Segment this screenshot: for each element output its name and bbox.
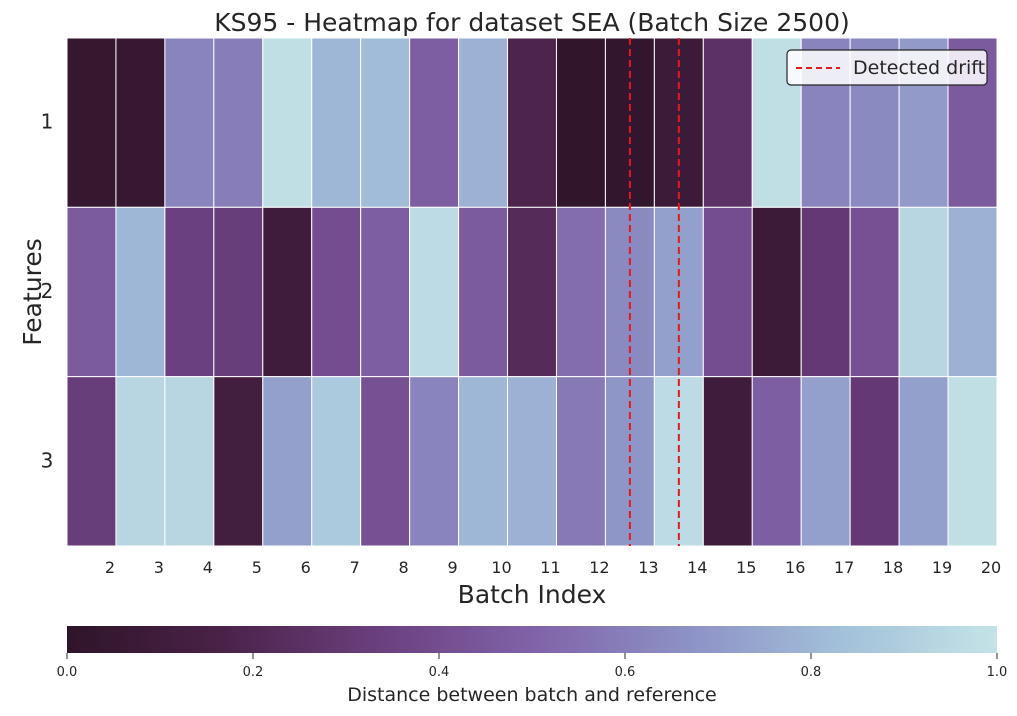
x-tick-label: 15 [736,558,756,577]
x-tick-label: 2 [105,558,115,577]
heatmap-cell [458,206,509,378]
heatmap-cell [409,206,460,378]
x-tick-label: 9 [447,558,457,577]
colorbar [67,626,997,653]
heatmap-cell [262,376,313,547]
x-tick-label: 14 [687,558,707,577]
heatmap-cell [507,376,557,547]
heatmap-cell [115,37,166,208]
heatmap-cell [164,376,215,547]
chart-title: KS95 - Heatmap for dataset SEA (Batch Si… [214,8,850,37]
heatmap-cell [458,37,509,208]
heatmap-cell [311,206,362,378]
heatmap-cell [898,206,949,378]
heatmap-cell [555,376,606,547]
x-tick-label: 20 [981,558,1001,577]
y-tick-label: 1 [41,110,54,134]
heatmap-cell [164,206,215,378]
drift-lines [628,38,680,546]
heatmap-cell [66,376,117,547]
heatmap-cell [311,376,362,547]
legend-box [786,49,988,86]
heatmap-cell [849,206,900,378]
heatmap-cell [213,206,264,378]
colorbar-tick-label: 0.6 [615,665,636,680]
x-axis-label: Batch Index [458,580,607,609]
heatmap-cell [115,206,166,378]
x-tick-labels: 2 3 4 5 6 7 8 9 10 11 12 13 14 15 16 17 18 19 20 [105,558,1001,577]
heatmap-cell [66,206,117,378]
heatmap-cell [800,376,851,547]
y-axis-label: Features [18,238,47,346]
y-tick-label: 2 [41,279,54,303]
x-tick-label: 11 [540,558,560,577]
heatmap-cell [311,37,362,208]
x-tick-label: 7 [350,558,360,577]
x-tick-label: 4 [203,558,213,577]
colorbar-tick-label: 0.8 [801,665,822,680]
colorbar-tick-label: 0.2 [243,665,264,680]
x-tick-label: 10 [491,558,511,577]
heatmap-cell [164,37,215,208]
x-tick-label: 16 [785,558,805,577]
x-tick-label: 13 [638,558,658,577]
legend-label: Detected drift [853,57,985,79]
heatmap-cell [947,376,998,547]
heatmap-cell [751,206,802,378]
x-tick-label: 18 [883,558,903,577]
x-tick-label: 19 [932,558,952,577]
heatmap-cell [555,37,606,208]
heatmap-cell [702,37,753,208]
y-tick-label: 3 [41,448,54,472]
x-tick-label: 5 [252,558,262,577]
colorbar-tick-label: 0.4 [429,665,450,680]
heatmap-cell [947,206,998,378]
colorbar-tick-label: 1.0 [987,665,1008,680]
legend: Detected drift [786,49,988,86]
heatmap-cell [409,376,460,547]
heatmap-cell [409,37,460,208]
heatmap-cell [800,206,851,378]
heatmap-cell [360,206,411,378]
colorbar-label: Distance between batch and reference [347,684,717,706]
heatmap-cell [262,206,313,378]
heatmap-cell [360,37,411,208]
heatmap-cell [115,376,166,547]
y-tick-labels: 1 2 3 [41,110,54,473]
x-tick-label: 8 [399,558,409,577]
heatmap-cell [751,376,802,547]
heatmap-cell [66,37,117,208]
x-tick-label: 6 [301,558,311,577]
heatmap-cell [507,37,557,208]
heatmap-cell [898,376,949,547]
heatmap-cell [507,206,557,378]
colorbar-ticks: 0.0 0.2 0.4 0.6 0.8 1.0 [57,653,1008,680]
heatmap-cell [702,376,753,547]
heatmap-cell [555,206,606,378]
heatmap-cell [849,376,900,547]
heatmap-cells [66,37,998,547]
heatmap-cell [360,376,411,547]
x-tick-label: 12 [589,558,609,577]
x-tick-label: 17 [834,558,854,577]
heatmap-cell [213,37,264,208]
heatmap-cell [213,376,264,547]
heatmap-cell [458,376,509,547]
heatmap-cell [702,206,753,378]
colorbar-tick-label: 0.0 [57,665,78,680]
heatmap-cell [262,37,313,208]
x-tick-label: 3 [154,558,164,577]
